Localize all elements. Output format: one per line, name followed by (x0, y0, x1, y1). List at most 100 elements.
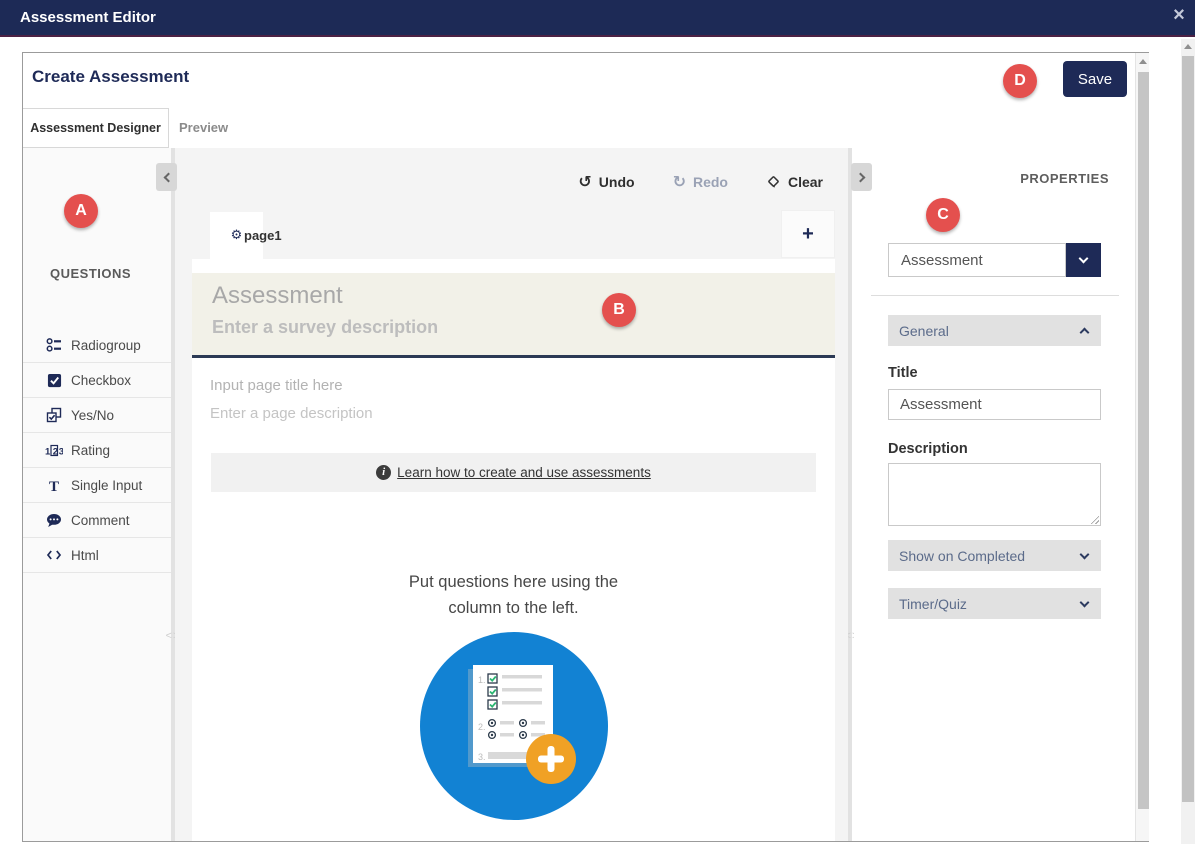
redo-button[interactable]: ↻ Redo (673, 172, 728, 191)
html-icon (45, 547, 63, 563)
tab-assessment-designer[interactable]: Assessment Designer (23, 108, 169, 148)
add-page-button[interactable]: + (781, 210, 835, 258)
page-settings-gear-icon[interactable]: ⚙ (230, 228, 243, 243)
svg-text:1: 1 (45, 446, 51, 457)
description-field-label: Description (888, 441, 968, 457)
textarea-resize-handle[interactable] (1090, 515, 1099, 524)
assessment-editor-modal: Create Assessment Save D Assessment Desi… (22, 52, 1149, 842)
element-selector-dropdown-button[interactable] (1066, 243, 1101, 277)
svg-text:2: 2 (53, 446, 58, 457)
empty-state-illustration: 1. 2. 3. (420, 632, 608, 820)
survey-page-card: Assessment Enter a survey description In… (192, 259, 835, 841)
info-icon: i (376, 465, 392, 480)
question-type-label: Single Input (71, 477, 143, 493)
save-button[interactable]: Save (1063, 61, 1127, 97)
selected-element-input[interactable] (888, 243, 1066, 277)
question-type-yesno[interactable]: Yes/No (23, 398, 171, 433)
svg-text:1.: 1. (478, 675, 486, 685)
left-panel-splitter[interactable] (171, 148, 175, 841)
page-description-placeholder[interactable]: Enter a page description (210, 405, 373, 422)
title-field[interactable] (888, 389, 1101, 420)
dialog-title: Assessment Editor (20, 9, 156, 26)
page-scrollbar-thumb[interactable] (1182, 56, 1194, 802)
chevron-down-icon (1079, 597, 1090, 607)
accordion-label: General (899, 322, 949, 339)
checkbox-icon (45, 372, 63, 388)
dialog-titlebar: Assessment Editor × (0, 0, 1195, 37)
modal-scrollbar[interactable] (1135, 53, 1149, 841)
accordion-timer-quiz[interactable]: Timer/Quiz (888, 588, 1101, 619)
accordion-label: Show on Completed (899, 547, 1026, 564)
chevron-up-icon (1079, 327, 1090, 338)
svg-text:3.: 3. (478, 752, 486, 762)
page-tab-page1[interactable]: page1 ⚙ (210, 212, 282, 259)
help-banner: i Learn how to create and use assessment… (211, 453, 816, 492)
element-selector (888, 243, 1101, 277)
clear-label: Clear (787, 173, 823, 190)
divider (871, 295, 1119, 296)
yesno-icon (45, 407, 63, 423)
properties-panel-header: PROPERTIES (1020, 171, 1109, 186)
question-type-label: Comment (71, 512, 130, 528)
description-field[interactable] (888, 463, 1101, 526)
chevron-down-icon (1079, 549, 1090, 559)
question-type-radiogroup[interactable]: Radiogroup (23, 328, 171, 363)
svg-text:T: T (49, 479, 59, 493)
annotation-badge-d: D (1003, 64, 1037, 98)
survey-title[interactable]: Assessment (212, 282, 343, 309)
undo-label: Undo (598, 173, 635, 190)
help-link[interactable]: Learn how to create and use assessments (397, 465, 651, 480)
page-tab-label: page1 (244, 228, 282, 243)
accordion-label: Timer/Quiz (899, 595, 967, 612)
question-type-label: Checkbox (71, 372, 132, 388)
eraser-icon (766, 174, 781, 189)
scroll-up-icon[interactable] (1139, 59, 1147, 64)
question-type-html[interactable]: Html (23, 538, 171, 573)
page-title-placeholder[interactable]: Input page title here (210, 377, 343, 394)
undo-icon: ↺ (578, 172, 592, 191)
chevron-right-icon (855, 172, 865, 182)
scroll-up-icon[interactable] (1184, 44, 1192, 49)
question-type-label: Html (71, 547, 99, 563)
annotation-badge-c: C (926, 198, 960, 232)
question-type-single-input[interactable]: T Single Input (23, 468, 171, 503)
properties-panel: PROPERTIES C General Title Description S… (854, 148, 1136, 841)
undo-button[interactable]: ↺ Undo (578, 172, 634, 191)
modal-scrollbar-thumb[interactable] (1138, 72, 1149, 809)
questions-panel-header: QUESTIONS (50, 266, 132, 281)
tab-preview[interactable]: Preview (179, 120, 229, 135)
collapse-right-panel-button[interactable] (851, 163, 872, 191)
page-scrollbar[interactable] (1181, 39, 1195, 844)
designer-canvas: ↺ Undo ↻ Redo Clear page1 ⚙ + Assessment… (175, 148, 848, 841)
empty-state-text-line1: Put questions here using the (408, 573, 619, 591)
close-icon[interactable]: × (1173, 4, 1185, 26)
accordion-show-on-completed[interactable]: Show on Completed (888, 540, 1101, 571)
questions-panel: QUESTIONS Radiogroup Checkbox Yes/No (23, 148, 171, 841)
question-type-label: Radiogroup (71, 337, 141, 353)
survey-header-band: Assessment Enter a survey description (192, 273, 835, 358)
title-field-label: Title (888, 365, 918, 381)
single-input-icon: T (45, 477, 63, 493)
svg-text:2.: 2. (478, 722, 486, 732)
question-type-checkbox[interactable]: Checkbox (23, 363, 171, 398)
survey-description-placeholder[interactable]: Enter a survey description (212, 317, 439, 337)
question-type-comment[interactable]: Comment (23, 503, 171, 538)
radiogroup-icon (45, 337, 63, 353)
chevron-left-icon (163, 172, 173, 182)
collapse-left-panel-button[interactable] (156, 163, 177, 191)
accordion-general[interactable]: General (888, 315, 1101, 346)
empty-state-text-line2: column to the left. (448, 599, 579, 617)
question-type-label: Rating (71, 442, 111, 458)
svg-text:3: 3 (59, 446, 63, 457)
comment-icon (45, 512, 63, 528)
redo-icon: ↻ (672, 172, 686, 191)
chevron-down-icon (1078, 253, 1089, 263)
clear-button[interactable]: Clear (766, 174, 823, 190)
question-type-label: Yes/No (71, 407, 115, 423)
page-title: Create Assessment (32, 67, 190, 86)
right-panel-splitter[interactable] (848, 148, 852, 841)
redo-label: Redo (692, 173, 728, 190)
